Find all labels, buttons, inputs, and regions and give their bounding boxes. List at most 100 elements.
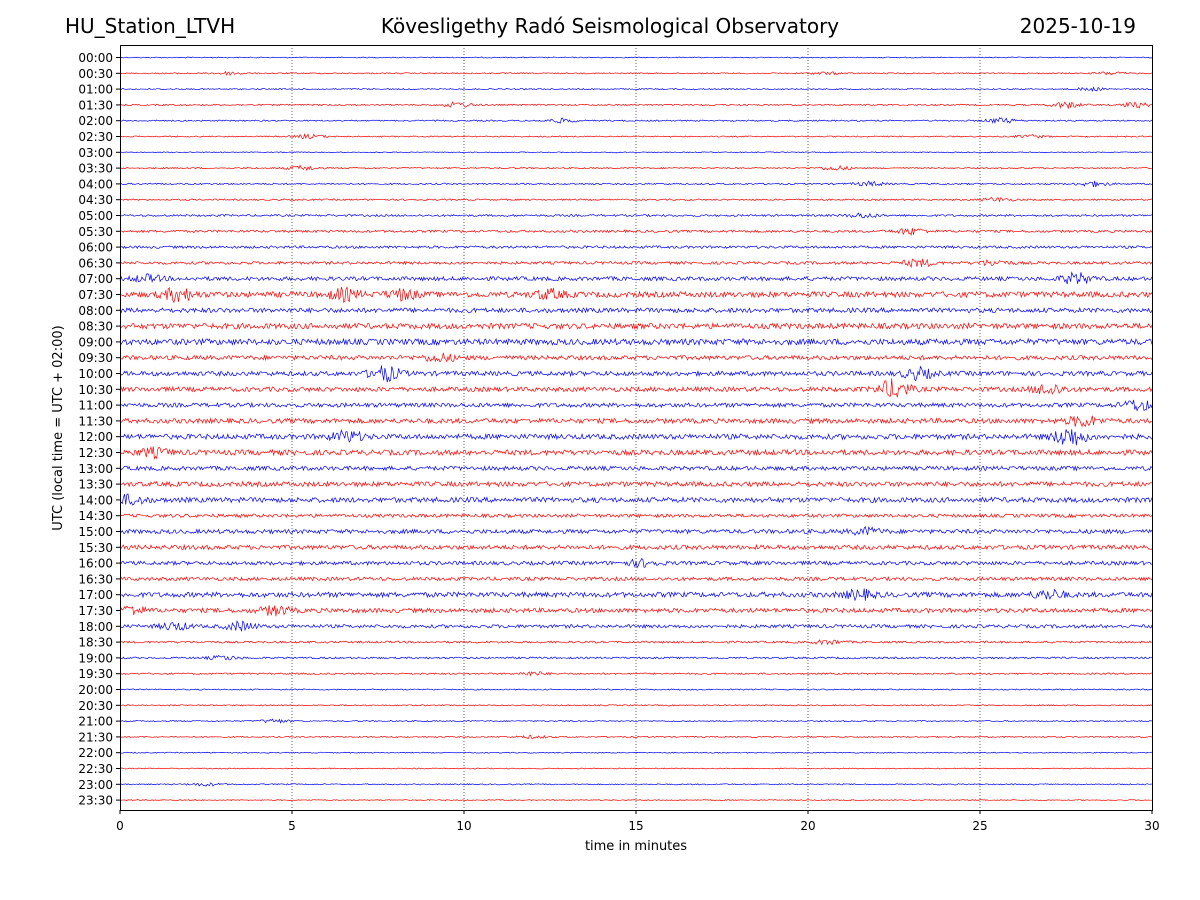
ytick-label-1200: 12:00 [78,430,113,444]
ytick-label-0130: 01:30 [78,98,113,112]
trace-1230 [119,445,1153,460]
seismogram-traces [119,56,1153,802]
trace-1200 [119,428,1153,446]
trace-0330 [119,164,1153,172]
ytick-label-0500: 05:00 [78,209,113,223]
trace-0830 [119,321,1153,331]
trace-0630 [119,258,1153,269]
ytick-label-1000: 10:00 [78,367,113,381]
ytick-label-1130: 11:30 [78,414,113,428]
trace-1500 [119,525,1153,536]
ytick-label-0400: 04:00 [78,177,113,191]
trace-0000 [119,56,1153,59]
ytick-label-2330: 23:30 [78,794,113,808]
ytick-label-1730: 17:30 [78,604,113,618]
ytick-label-2130: 21:30 [78,730,113,744]
trace-2030 [119,704,1153,707]
trace-0230 [119,133,1153,140]
trace-2230 [119,767,1153,770]
ytick-label-0200: 02:00 [78,114,113,128]
trace-0700 [119,271,1153,285]
trace-1900 [119,654,1153,661]
trace-1800 [119,620,1153,632]
ytick-label-1830: 18:30 [78,636,113,650]
ytick-label-0830: 08:30 [78,320,113,334]
ytick-label-0330: 03:30 [78,162,113,176]
ytick-label-0000: 00:00 [78,51,113,65]
ytick-label-1030: 10:30 [78,383,113,397]
ytick-label-0730: 07:30 [78,288,113,302]
trace-2330 [119,799,1153,802]
ytick-label-0030: 00:30 [78,67,113,81]
x-axis-label: time in minutes [585,839,687,854]
trace-0100 [119,86,1153,92]
ytick-label-0800: 08:00 [78,304,113,318]
grid-lines [291,45,981,810]
trace-2200 [119,751,1153,754]
ytick-label-0300: 03:00 [78,146,113,160]
ytick-label-2230: 22:30 [78,762,113,776]
ytick-label-1430: 14:30 [78,509,113,523]
trace-1400 [119,493,1153,506]
ytick-label-1500: 15:00 [78,525,113,539]
trace-0130 [119,101,1153,110]
trace-0800 [119,306,1153,314]
ytick-label-0630: 06:30 [78,256,113,270]
ytick-label-1930: 19:30 [78,667,113,681]
trace-2100 [119,718,1153,724]
trace-0430 [119,196,1153,203]
trace-0200 [119,117,1153,125]
ytick-label-0600: 06:00 [78,241,113,255]
ytick-label-1230: 12:30 [78,446,113,460]
ytick-label-1100: 11:00 [78,399,113,413]
trace-1530 [119,543,1153,551]
ytick-label-1800: 18:00 [78,620,113,634]
ytick-label-2000: 20:00 [78,683,113,697]
xtick-label-20: 20 [800,819,815,833]
trace-1030 [119,378,1153,398]
trace-1100 [119,399,1153,412]
trace-1630 [119,576,1153,582]
ytick-label-0930: 09:30 [78,351,113,365]
ytick-label-1400: 14:00 [78,493,113,507]
trace-2000 [119,688,1153,691]
ytick-label-1900: 19:00 [78,651,113,665]
y-axis-label: UTC (local time = UTC + 02:00) [51,325,66,530]
trace-2130 [119,734,1153,740]
trace-0300 [119,151,1153,154]
x-axis-ticks: 0 5 10 15 20 25 30 [116,810,1160,833]
trace-1330 [119,480,1153,488]
trace-0400 [119,180,1153,188]
ytick-label-2300: 23:00 [78,778,113,792]
plot-frame [120,45,1153,811]
ytick-label-0530: 05:30 [78,225,113,239]
trace-1130 [119,415,1153,428]
trace-0600 [119,245,1153,250]
ytick-label-0430: 04:30 [78,193,113,207]
ytick-label-0900: 09:00 [78,335,113,349]
ytick-label-0100: 01:00 [78,83,113,97]
xtick-label-30: 30 [1144,819,1159,833]
ytick-label-1700: 17:00 [78,588,113,602]
xtick-label-25: 25 [972,819,987,833]
trace-0730 [119,286,1153,304]
trace-1000 [119,365,1153,383]
ytick-label-0230: 02:30 [78,130,113,144]
trace-1600 [119,557,1153,569]
ytick-label-1300: 13:00 [78,462,113,476]
trace-1730 [119,605,1153,617]
ytick-label-1530: 15:30 [78,541,113,555]
trace-0930 [119,352,1153,363]
xtick-label-5: 5 [288,819,296,833]
trace-1300 [119,465,1153,472]
station-title: HU_Station_LTVH [65,14,236,38]
trace-0030 [119,70,1153,76]
ytick-label-2200: 22:00 [78,746,113,760]
date-title: 2025-10-19 [1019,14,1136,38]
ytick-label-1630: 16:30 [78,572,113,586]
ytick-label-1330: 13:30 [78,478,113,492]
trace-1930 [119,671,1153,677]
xtick-label-15: 15 [628,819,643,833]
